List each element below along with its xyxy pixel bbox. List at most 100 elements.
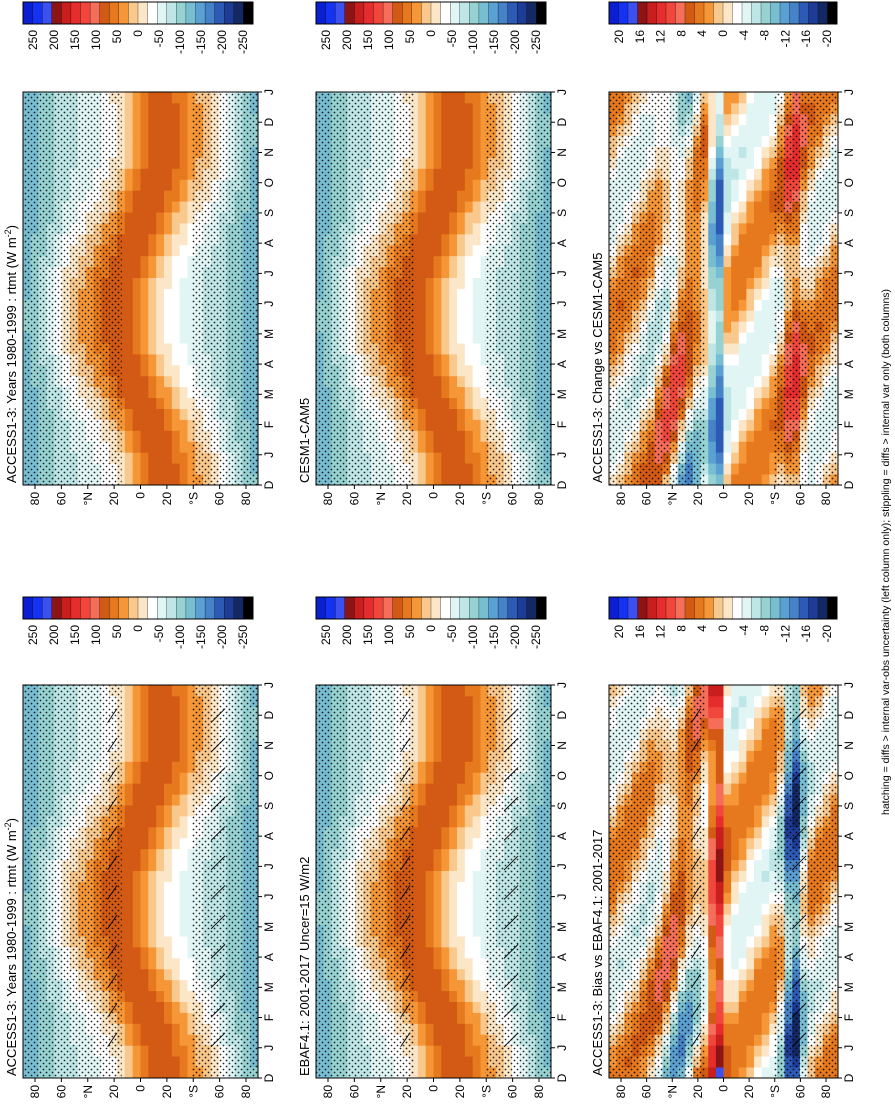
cell: [148, 452, 157, 464]
cell: [457, 364, 466, 377]
cell: [480, 1056, 489, 1068]
cell: [179, 816, 188, 828]
cell: [179, 914, 188, 926]
cell: [425, 113, 434, 126]
cell: [164, 990, 173, 1002]
month-label: O: [555, 178, 569, 187]
cell: [124, 113, 134, 126]
cell: [417, 881, 427, 893]
cell: [148, 430, 157, 442]
cell: [433, 706, 442, 719]
cell: [187, 452, 196, 464]
month-label: J: [262, 452, 276, 458]
cell: [187, 1023, 196, 1035]
lat-label: 80: [321, 492, 335, 506]
cell: [449, 936, 458, 948]
cell: [148, 463, 157, 475]
panel-title-end: ): [4, 818, 19, 822]
cell: [156, 430, 165, 442]
cell: [164, 244, 173, 257]
cell: [464, 936, 474, 948]
cell: [417, 783, 427, 795]
cell: [480, 441, 489, 453]
cell: [156, 463, 165, 475]
cell: [148, 212, 157, 224]
cell: [464, 474, 474, 486]
cell: [472, 968, 481, 981]
lat-label: 20: [107, 1085, 121, 1099]
cell: [132, 364, 141, 377]
cell: [171, 728, 181, 740]
cell: [441, 1067, 450, 1079]
cell: [132, 157, 141, 169]
cell: [171, 135, 181, 147]
cell: [449, 1067, 458, 1079]
cell: [140, 805, 149, 817]
month-label: N: [262, 741, 276, 750]
cell: [140, 190, 149, 202]
cell: [148, 441, 157, 453]
cell: [433, 124, 442, 137]
cell: [148, 310, 157, 322]
cell: [472, 441, 481, 453]
cell: [171, 168, 181, 180]
month-label: N: [555, 148, 569, 157]
cell: [425, 332, 434, 344]
cell: [433, 343, 442, 355]
cell: [156, 728, 165, 740]
cell: [187, 783, 196, 795]
cell: [124, 244, 134, 257]
cell: [187, 1034, 196, 1046]
cell: [171, 881, 181, 893]
month-label: F: [555, 421, 569, 428]
cell: [472, 397, 481, 409]
cell: [148, 870, 157, 882]
cell: [179, 805, 188, 817]
cell: [124, 474, 134, 486]
month-label: D: [555, 1073, 569, 1082]
cell: [164, 430, 173, 442]
cell: [171, 299, 181, 311]
cell: [164, 848, 173, 861]
cell: [164, 1067, 173, 1079]
cell: [156, 266, 165, 278]
cell: [441, 783, 450, 795]
month-label: J: [555, 270, 569, 276]
cell: [425, 255, 434, 268]
cell: [179, 332, 188, 344]
cell: [156, 1045, 165, 1057]
panel-title-text: ACCESS1-3: Years 1980-1999 : rtmt (W m: [4, 830, 19, 1076]
cell: [148, 386, 157, 399]
cell: [164, 223, 173, 235]
cell: [156, 717, 165, 730]
cell: [480, 375, 489, 388]
cell: [187, 750, 196, 762]
cell: [464, 914, 474, 926]
cell: [433, 463, 442, 475]
cell: [187, 1067, 196, 1079]
cell: [171, 223, 181, 235]
cell: [417, 1045, 427, 1057]
month-label: J: [262, 1045, 276, 1051]
cell: [124, 223, 134, 235]
hatch-mark: [503, 826, 519, 841]
cell: [171, 343, 181, 355]
hatch-mark: [107, 1003, 118, 1018]
cell: [433, 805, 442, 817]
cell: [464, 255, 474, 268]
hatch-mark: [210, 855, 226, 871]
cell: [449, 1045, 458, 1057]
hatch-mark: [210, 914, 226, 930]
cell: [417, 452, 427, 464]
cell: [179, 255, 188, 268]
cell: [480, 947, 489, 959]
cell: [425, 1067, 434, 1079]
cell: [449, 794, 458, 806]
cell: [171, 739, 181, 751]
cell: [433, 947, 442, 959]
cell: [132, 212, 141, 224]
cell: [148, 375, 157, 388]
cell: [171, 474, 181, 486]
cell: [171, 102, 181, 115]
cell: [179, 190, 188, 202]
